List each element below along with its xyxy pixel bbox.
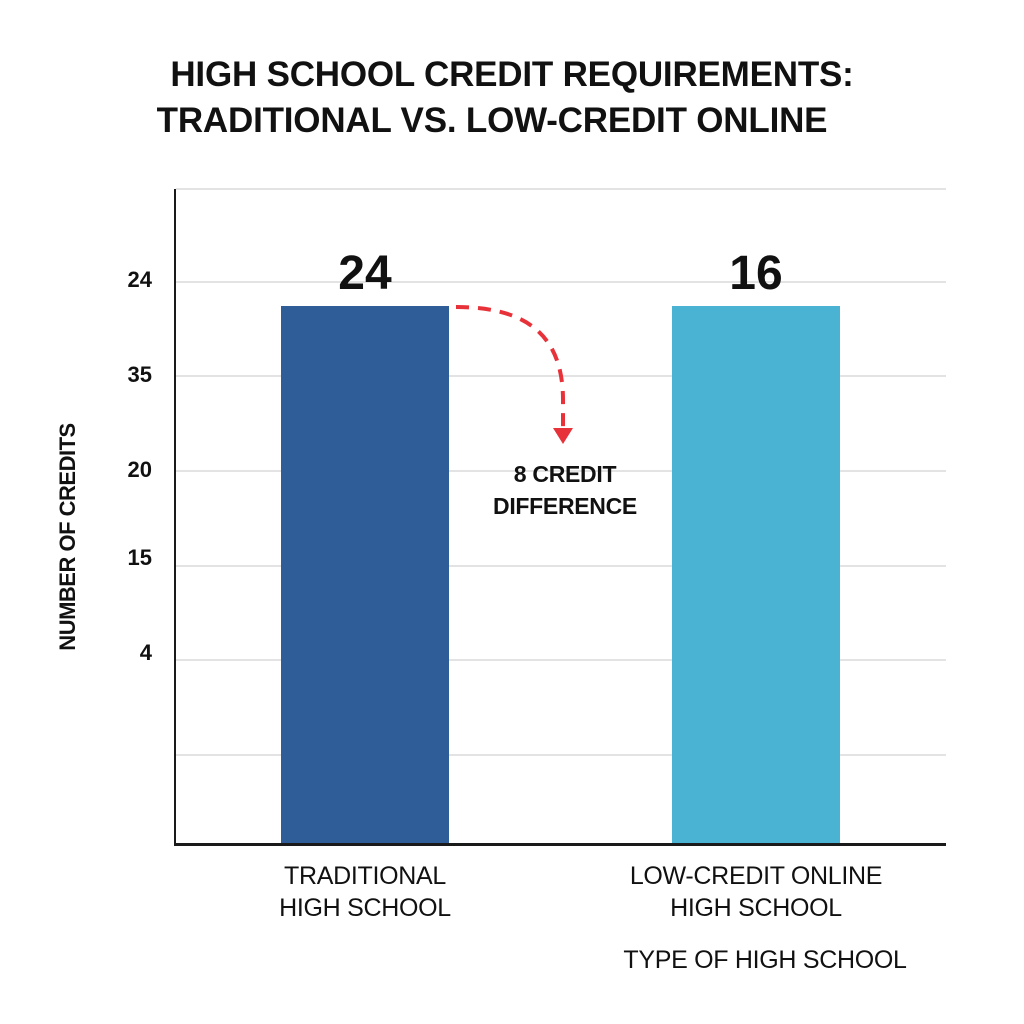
- x-category-traditional: TRADITIONAL HIGH SCHOOL: [230, 860, 500, 924]
- gridline: [176, 659, 946, 661]
- x-category-low-credit-online: LOW-CREDIT ONLINE HIGH SCHOOL: [600, 860, 912, 924]
- y-tick-label: 4: [139, 640, 152, 665]
- chart-title-line-1: HIGH SCHOOL CREDIT REQUIREMENTS:: [170, 55, 854, 94]
- y-tick-label: 20: [127, 457, 152, 482]
- x-category-line: TRADITIONAL: [284, 862, 446, 890]
- x-category-line: HIGH SCHOOL: [279, 894, 451, 922]
- gridline: [176, 188, 946, 190]
- bar-value-low-credit-online: 16: [729, 247, 783, 300]
- y-axis-line: [174, 189, 176, 845]
- gridline: [176, 281, 946, 283]
- bar-value-traditional: 24: [338, 247, 392, 300]
- gridline: [176, 565, 946, 567]
- bar-low-credit-online: [672, 306, 840, 844]
- y-tick-label: 15: [127, 545, 152, 570]
- x-category-line: HIGH SCHOOL: [670, 894, 842, 922]
- annotation-line-2: DIFFERENCE: [493, 493, 637, 519]
- x-category-line: LOW-CREDIT ONLINE: [629, 862, 883, 890]
- x-axis-line: [174, 843, 946, 846]
- difference-annotation: 8 CREDIT DIFFERENCE: [455, 458, 675, 522]
- y-tick-label: 35: [127, 362, 152, 387]
- y-tick-label: 24: [127, 267, 152, 292]
- chart-title: HIGH SCHOOL CREDIT REQUIREMENTS: TRADITI…: [0, 52, 1024, 144]
- bar-traditional: [281, 306, 449, 844]
- x-axis-label: TYPE OF HIGH SCHOOL: [623, 946, 907, 974]
- chart-title-line-2: TRADITIONAL VS. LOW-CREDIT ONLINE: [156, 101, 828, 140]
- annotation-line-1: 8 CREDIT: [513, 461, 617, 487]
- gridline: [176, 754, 946, 756]
- gridline: [176, 470, 946, 472]
